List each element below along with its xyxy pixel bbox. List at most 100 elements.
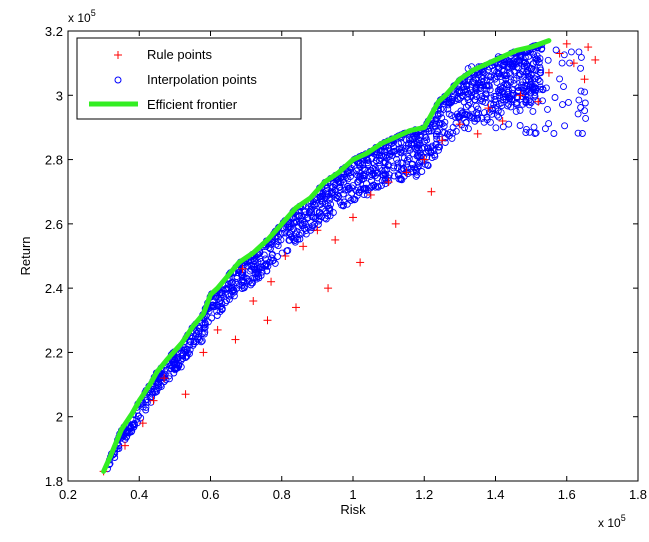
interpolation-point	[201, 319, 209, 327]
interpolation-point	[300, 208, 308, 216]
interpolation-point	[561, 122, 569, 130]
interpolation-point	[224, 290, 232, 298]
interpolation-point	[301, 224, 308, 232]
interpolation-point	[372, 157, 380, 164]
rule-point	[356, 258, 365, 267]
interpolation-point	[478, 78, 486, 86]
interpolation-point	[149, 389, 157, 397]
interpolation-point	[537, 69, 545, 77]
rule-point	[420, 155, 429, 164]
interpolation-point	[472, 84, 480, 92]
interpolation-point	[274, 242, 282, 250]
interpolation-point	[464, 125, 472, 133]
interpolation-point	[270, 256, 278, 264]
interpolation-point	[456, 113, 464, 121]
interpolation-point	[416, 149, 424, 157]
rule-point	[555, 49, 564, 58]
rule-point	[584, 43, 593, 52]
legend: Rule points Interpolation points Efficie…	[76, 37, 302, 120]
interpolation-point	[512, 100, 520, 108]
interpolation-point	[481, 94, 488, 102]
interpolation-point	[381, 152, 389, 160]
interpolation-point	[301, 211, 309, 219]
rule-point	[562, 39, 571, 48]
interpolation-point	[213, 312, 221, 319]
y-tick-label: 2	[56, 410, 63, 425]
interpolation-point	[368, 154, 376, 162]
interpolation-point	[560, 83, 567, 91]
interpolation-point	[536, 55, 544, 63]
rule-point	[213, 325, 222, 334]
interpolation-point	[303, 214, 311, 222]
interpolation-point	[266, 245, 274, 253]
interpolation-point	[255, 274, 263, 282]
interpolation-point	[359, 172, 367, 180]
interpolation-point	[427, 148, 435, 155]
rule-point	[473, 129, 482, 138]
interpolation-point	[166, 365, 174, 372]
interpolation-point	[430, 147, 438, 155]
interpolation-point	[408, 161, 416, 169]
ticks-layer: 0.2 0.4 0.6 0.8 1 1.2 1.4 1.6 1.8 1.8 2 2.2 2.4 2.6 2.…	[45, 24, 647, 502]
y-exponent-power: 5	[91, 8, 96, 18]
interpolation-point	[513, 101, 521, 109]
interpolation-point	[575, 48, 583, 56]
rule-point	[331, 235, 340, 244]
interpolation-point	[190, 340, 198, 348]
rule-point	[238, 264, 247, 273]
interpolation-point	[229, 278, 237, 286]
interpolation-point	[531, 92, 539, 100]
interpolation-point	[315, 212, 323, 220]
interpolation-point	[493, 111, 501, 119]
interpolation-point	[393, 155, 400, 163]
interpolation-point	[278, 229, 286, 237]
interpolation-point	[574, 129, 582, 137]
rule-point	[292, 303, 300, 312]
interpolation-point	[354, 178, 362, 186]
interpolation-point	[498, 87, 506, 95]
y-tick-label: 1.8	[45, 474, 63, 489]
interpolation-point	[500, 71, 508, 79]
interpolation-point	[233, 273, 241, 281]
interpolation-point	[228, 283, 236, 291]
interpolation-point	[340, 198, 348, 206]
interpolation-point	[242, 274, 250, 282]
interpolation-point	[581, 107, 589, 115]
interpolation-point	[389, 151, 396, 159]
legend-circle-marker	[114, 76, 122, 84]
interpolation-point	[287, 233, 295, 241]
interpolation-point	[315, 215, 323, 223]
rule-point	[199, 348, 208, 357]
interpolation-point	[530, 123, 538, 131]
interpolation-point	[473, 111, 481, 119]
interpolation-point	[536, 78, 544, 85]
y-tick-label: 2.2	[45, 345, 63, 360]
interpolation-point	[336, 183, 344, 191]
legend-label-efficient-frontier: Efficient frontier	[147, 97, 238, 112]
legend-plus	[114, 51, 122, 59]
interpolation-point	[371, 164, 379, 172]
interpolation-point	[339, 201, 347, 209]
interpolation-point	[351, 195, 359, 203]
rule-point	[263, 316, 272, 325]
rule-point	[591, 55, 600, 64]
interpolation-point	[412, 172, 420, 180]
interpolation-point	[171, 356, 179, 364]
interpolation-point	[472, 87, 480, 95]
interpolation-point	[275, 233, 282, 241]
interpolation-point	[233, 275, 241, 282]
interpolation-point	[380, 153, 388, 161]
interpolation-point	[262, 260, 270, 268]
y-tick-label: 2.6	[45, 217, 63, 232]
interpolation-point	[404, 152, 412, 160]
interpolation-point	[413, 171, 421, 179]
interpolation-point	[577, 53, 585, 61]
legend-label-interpolation-points: Interpolation points	[147, 72, 257, 87]
interpolation-point	[558, 59, 566, 67]
interpolation-point	[445, 101, 452, 109]
interpolation-point	[315, 208, 323, 216]
interpolation-point	[194, 333, 202, 341]
interpolation-point	[198, 330, 206, 337]
interpolation-point	[308, 224, 316, 232]
interpolation-point	[296, 235, 304, 243]
